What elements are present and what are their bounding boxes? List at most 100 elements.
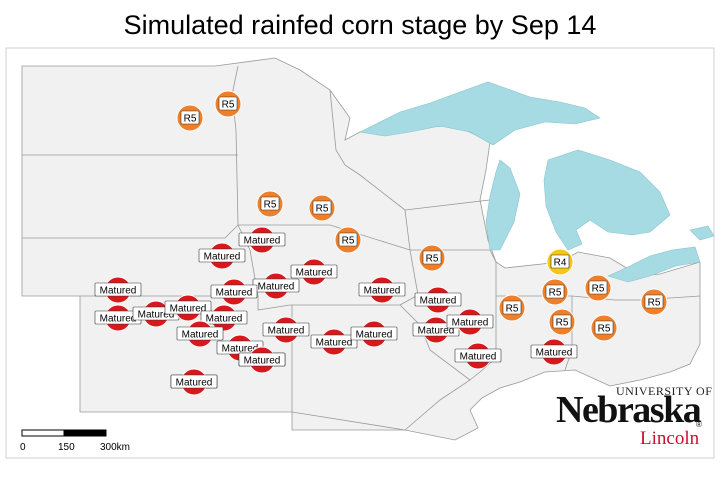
marker-label-box bbox=[550, 254, 570, 269]
lake-erie bbox=[607, 246, 701, 283]
marker-label: R5 bbox=[598, 324, 611, 335]
logo-campus-text: Lincoln bbox=[640, 428, 700, 449]
marker-label: Matured bbox=[296, 268, 333, 279]
marker-label: Matured bbox=[268, 326, 305, 337]
marker-label: R5 bbox=[222, 100, 235, 111]
marker-r5: R5 bbox=[214, 90, 242, 118]
marker-label-box bbox=[210, 284, 258, 299]
lake-huron bbox=[543, 149, 671, 251]
marker-label-box bbox=[552, 314, 572, 329]
marker-label-box bbox=[588, 280, 608, 295]
lake-ontario bbox=[689, 225, 715, 241]
marker-label: Matured bbox=[244, 356, 281, 367]
marker-label: Matured bbox=[100, 286, 137, 297]
marker-label: R5 bbox=[556, 318, 569, 329]
marker-label-box bbox=[238, 232, 286, 247]
marker-label-box bbox=[260, 196, 280, 211]
marker-matured: Matured bbox=[216, 334, 264, 362]
marker-label-box bbox=[170, 374, 218, 389]
marker-label-box bbox=[94, 282, 142, 297]
great-lakes bbox=[359, 81, 715, 283]
marker-label: R5 bbox=[506, 304, 519, 315]
marker-label-box bbox=[594, 320, 614, 335]
logo-university-text: UNIVERSITY OF bbox=[616, 384, 713, 398]
marker-label: R5 bbox=[648, 298, 661, 309]
marker-matured: Matured bbox=[290, 258, 338, 286]
marker-r5: R5 bbox=[590, 314, 618, 342]
marker-matured: Matured bbox=[132, 300, 180, 328]
marker-label: Matured bbox=[356, 330, 393, 341]
marker-matured: Matured bbox=[94, 276, 142, 304]
marker-r5: R5 bbox=[418, 244, 446, 272]
marker-r4: R4 bbox=[546, 248, 574, 276]
marker-r5: R5 bbox=[640, 288, 668, 316]
logo-name-text: Nebraska bbox=[556, 389, 702, 431]
marker-label-box bbox=[350, 326, 398, 341]
marker-label: Matured bbox=[418, 326, 455, 337]
marker-label-box bbox=[358, 282, 406, 297]
marker-label-box bbox=[338, 232, 358, 247]
scale-tick-label: 300km bbox=[100, 442, 130, 453]
marker-matured: Matured bbox=[210, 278, 258, 306]
marker-label: Matured bbox=[460, 352, 497, 363]
marker-label-box bbox=[310, 334, 358, 349]
marker-r5: R5 bbox=[334, 226, 362, 254]
marker-label-box bbox=[312, 200, 332, 215]
marker-label: R5 bbox=[184, 114, 197, 125]
marker-label-box bbox=[180, 110, 200, 125]
marker-matured: Matured bbox=[310, 328, 358, 356]
marker-matured: Matured bbox=[238, 346, 286, 374]
marker-label: R5 bbox=[316, 204, 329, 215]
marker-matured: Matured bbox=[170, 368, 218, 396]
marker-label-box bbox=[422, 250, 442, 265]
marker-label-box bbox=[530, 344, 578, 359]
marker-label: Matured bbox=[244, 236, 281, 247]
marker-label-box bbox=[262, 322, 310, 337]
marker-matured: Matured bbox=[252, 272, 300, 300]
scale-bar: 0 150 300km bbox=[20, 429, 130, 453]
marker-matured: Matured bbox=[350, 320, 398, 348]
marker-label-box bbox=[198, 248, 246, 263]
marker-label: R5 bbox=[342, 236, 355, 247]
marker-label: Matured bbox=[452, 318, 489, 329]
marker-r5: R5 bbox=[498, 294, 526, 322]
marker-label: R4 bbox=[554, 258, 567, 269]
marker-label-box bbox=[218, 96, 238, 111]
marker-label-box bbox=[176, 326, 224, 341]
marker-matured: Matured bbox=[358, 276, 406, 304]
marker-label: R5 bbox=[426, 254, 439, 265]
marker-matured: Matured bbox=[176, 320, 224, 348]
marker-label-box bbox=[290, 264, 338, 279]
marker-matured: Matured bbox=[164, 294, 212, 322]
marker-matured: Matured bbox=[454, 342, 502, 370]
marker-label: Matured bbox=[316, 338, 353, 349]
marker-label-box bbox=[446, 314, 494, 329]
marker-r5: R5 bbox=[541, 278, 569, 306]
marker-label: R5 bbox=[549, 288, 562, 299]
scale-bar-segment bbox=[21, 429, 65, 437]
marker-matured: Matured bbox=[262, 316, 310, 344]
marker-label-box bbox=[414, 292, 462, 307]
marker-label: Matured bbox=[182, 330, 219, 341]
marker-label-box bbox=[545, 284, 565, 299]
marker-label: Matured bbox=[204, 252, 241, 263]
marker-label: Matured bbox=[222, 344, 259, 355]
marker-matured: Matured bbox=[198, 242, 246, 270]
marker-r5: R5 bbox=[548, 308, 576, 336]
marker-r5: R5 bbox=[584, 274, 612, 302]
marker-label: R5 bbox=[592, 284, 605, 295]
marker-label: R5 bbox=[264, 200, 277, 211]
marker-label: Matured bbox=[206, 314, 243, 325]
scale-tick-label: 150 bbox=[58, 442, 75, 453]
marker-matured: Matured bbox=[530, 338, 578, 366]
marker-matured: Matured bbox=[446, 308, 494, 336]
marker-label-box bbox=[164, 300, 212, 315]
logo-registered-mark: ® bbox=[696, 420, 702, 429]
marker-label: Matured bbox=[176, 378, 213, 389]
marker-label-box bbox=[200, 310, 248, 325]
marker-label: Matured bbox=[420, 296, 457, 307]
marker-matured: Matured bbox=[200, 304, 248, 332]
map-title: Simulated rainfed corn stage by Sep 14 bbox=[123, 10, 597, 40]
